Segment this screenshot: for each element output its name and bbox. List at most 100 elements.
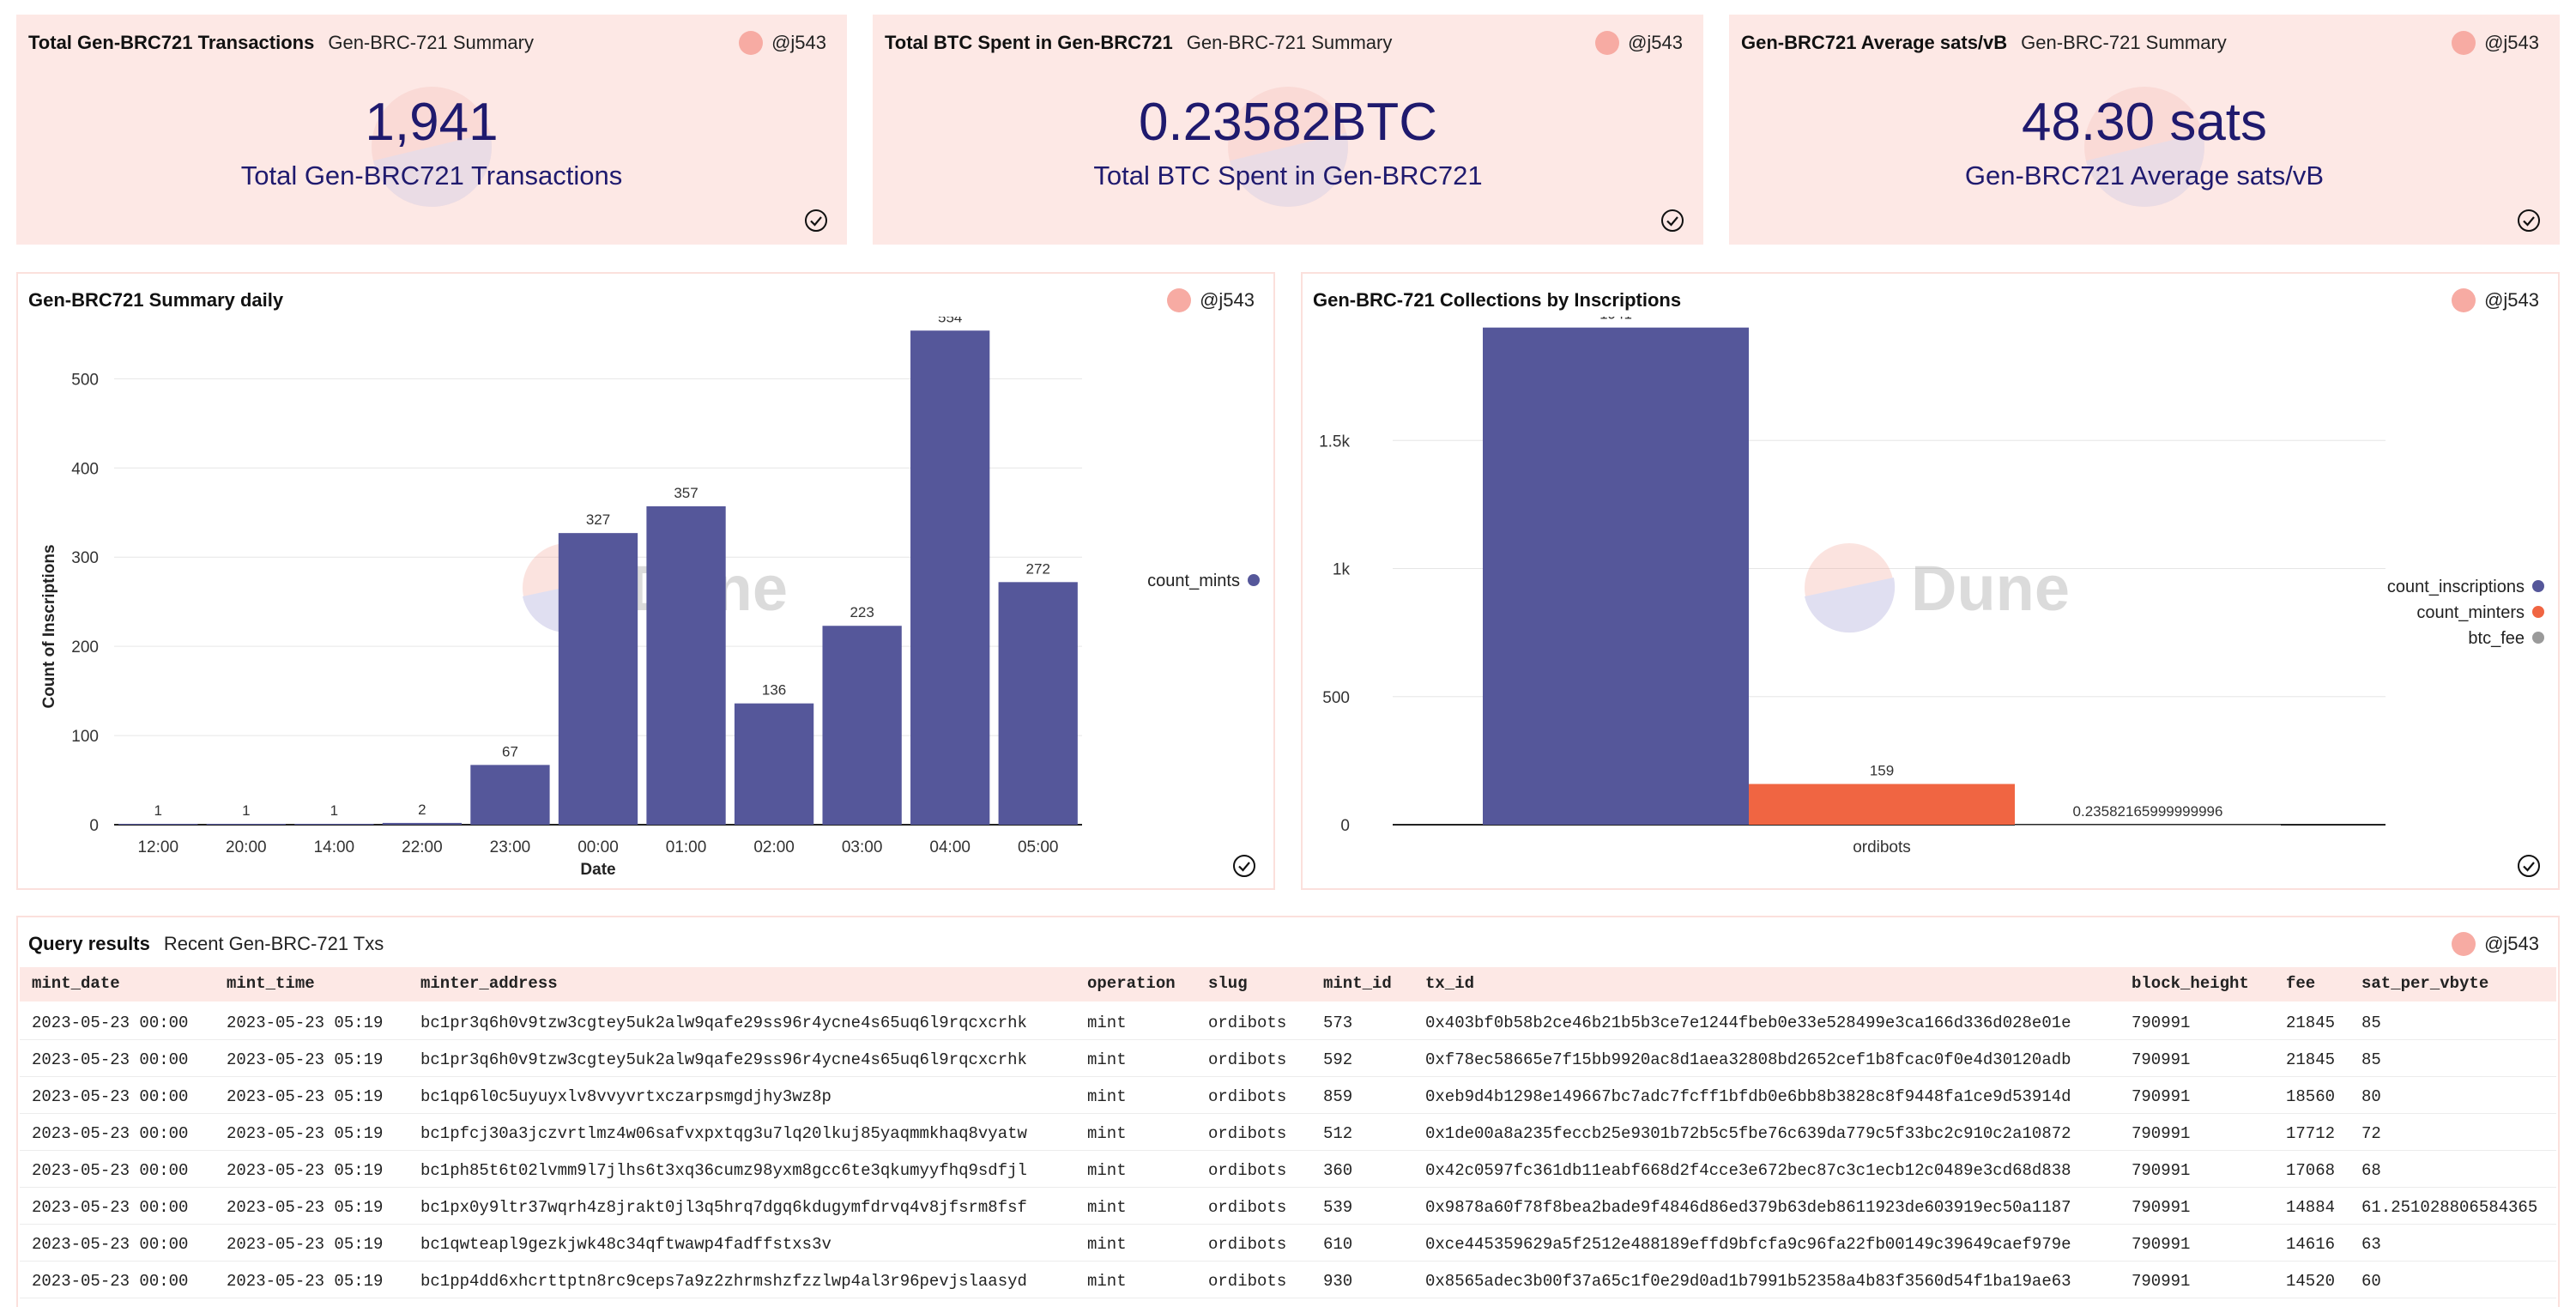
cell-sat-per-vbyte: 80 (2361, 1087, 2381, 1106)
column-header-fee[interactable]: fee (2286, 974, 2316, 993)
card-header: Total BTC Spent in Gen-BRC721 Gen-BRC-72… (885, 28, 1691, 57)
y-tick-label: 500 (1322, 689, 1350, 707)
author-link[interactable]: @j543 (1595, 28, 1683, 57)
card-subtitle[interactable]: Gen-BRC-721 Summary (328, 32, 534, 53)
column-header-operation[interactable]: operation (1087, 974, 1176, 993)
chart-title[interactable]: Gen-BRC721 Summary daily (28, 289, 284, 311)
cell-minter-address: bc1qp6l0c5uyuyxlv8vvyvrtxczarpsmgdjhy3wz… (420, 1087, 831, 1106)
data-label: 272 (1026, 560, 1050, 577)
table-body[interactable]: 2023-05-23 00:00 2023-05-23 05:19 bc1pr3q6… (20, 1001, 2556, 1305)
dune-logo-icon (1805, 543, 1894, 632)
table-row[interactable]: 2023-05-23 00:00 2023-05-23 05:19 bc1pr3q6… (20, 1040, 2556, 1077)
table-row[interactable]: 2023-05-23 00:00 2023-05-23 05:19 bc1qp6l0… (20, 1077, 2556, 1114)
x-tick-label: 05:00 (1018, 838, 1059, 856)
cell-mint-id: 360 (1323, 1161, 1353, 1180)
watermark-text: Dune (1911, 553, 2070, 624)
bar (294, 823, 374, 825)
author-name: @j543 (1628, 32, 1683, 53)
x-tick-label: 12:00 (137, 838, 178, 856)
y-tick-label: 1k (1333, 561, 1351, 579)
data-label: 1 (154, 802, 162, 819)
data-label: 554 (938, 317, 962, 325)
data-label: 67 (502, 743, 518, 759)
x-tick-label: ordibots (1853, 838, 1911, 856)
cell-mint-id: 610 (1323, 1235, 1353, 1254)
table-title[interactable]: Query results (28, 933, 150, 954)
cell-mint-id: 539 (1323, 1198, 1353, 1217)
x-tick-label: 00:00 (577, 838, 619, 856)
table-row[interactable]: 2023-05-23 00:00 2023-05-23 05:19 bc1pfcj3… (20, 1114, 2556, 1151)
bar-chart-daily: 0100200300400500Dune112:00120:00114:0022… (40, 317, 1260, 874)
data-label: 1941 (1599, 317, 1632, 323)
table-row[interactable]: 2023-05-23 00:00 2023-05-23 05:19 bc1pr3q6… (20, 1003, 2556, 1040)
cell-block-height: 790991 (2132, 1014, 2191, 1032)
cell-mint-id: 512 (1323, 1124, 1353, 1143)
y-tick-label: 200 (71, 638, 99, 657)
bar-chart-collections: 0 500 1k 1.5k Dune 1941 159 0.23582165999999996… (1319, 317, 2544, 856)
author-name: @j543 (1200, 289, 1255, 311)
column-header-slug[interactable]: slug (1208, 974, 1248, 993)
table-subtitle[interactable]: Recent Gen-BRC-721 Txs (163, 933, 384, 954)
legend-label: btc_fee (2468, 629, 2525, 648)
column-header-sat-per-vbyte[interactable]: sat_per_vbyte (2361, 974, 2489, 993)
chart-card-collections: Gen-BRC-721 Collections by Inscriptions … (1301, 272, 2560, 890)
card-header: Gen-BRC721 Average sats/vB Gen-BRC-721 S… (1741, 28, 2548, 57)
cell-slug: ordibots (1208, 1161, 1287, 1180)
counter-value: 1,941 (365, 93, 499, 152)
bar (2015, 824, 2281, 826)
card-title[interactable]: Gen-BRC721 Average sats/vB (1741, 32, 2008, 53)
column-header-mint-time[interactable]: mint_time (227, 974, 315, 993)
counter-label: Gen-BRC721 Average sats/vB (1964, 160, 2325, 191)
table-row[interactable]: 2023-05-23 00:00 2023-05-23 05:19 bc1px0y9… (20, 1188, 2556, 1225)
cell-sat-per-vbyte: 60 (2361, 1272, 2381, 1291)
column-header-minter-address[interactable]: minter_address (420, 974, 558, 993)
card-title[interactable]: Total Gen-BRC721 Transactions (28, 32, 315, 53)
avatar (1167, 288, 1192, 312)
cell-sat-per-vbyte: 63 (2361, 1235, 2381, 1254)
card-title[interactable]: Total BTC Spent in Gen-BRC721 (885, 32, 1173, 53)
card-subtitle[interactable]: Gen-BRC-721 Summary (2021, 32, 2227, 53)
column-header-tx-id[interactable]: tx_id (1425, 974, 1475, 993)
cell-tx-id: 0xeb9d4b1298e149667bc7adc7fcff1bfdb0e6bb… (1425, 1087, 2071, 1106)
avatar (1595, 31, 1620, 55)
table-row[interactable]: 2023-05-23 00:00 2023-05-23 05:19 bc1pp4dd… (20, 1262, 2556, 1298)
column-header-block-height[interactable]: block_height (2132, 974, 2249, 993)
data-label: 0.23582165999999996 (2073, 803, 2223, 820)
check-circle-icon[interactable] (2517, 209, 2541, 233)
counter-card-transactions: Total Gen-BRC721 Transactions Gen-BRC-72… (16, 15, 847, 245)
cell-block-height: 790991 (2132, 1050, 2191, 1069)
y-tick-label: 0 (89, 817, 99, 835)
cell-mint-time: 2023-05-23 05:19 (227, 1124, 384, 1143)
card-subtitle[interactable]: Gen-BRC-721 Summary (1186, 32, 1393, 53)
chart-title[interactable]: Gen-BRC-721 Collections by Inscriptions (1313, 289, 1682, 311)
check-circle-icon[interactable] (1660, 209, 1684, 233)
bar (822, 626, 902, 825)
query-results-card: Query results Recent Gen-BRC-721 Txs @j5… (16, 916, 2560, 1307)
table-row[interactable]: 2023-05-23 00:00 2023-05-23 05:19 bc1ph85t… (20, 1151, 2556, 1188)
check-circle-icon[interactable] (804, 209, 828, 233)
check-circle-icon[interactable] (1232, 854, 1256, 878)
author-link[interactable]: @j543 (1167, 286, 1255, 315)
data-label: 1 (330, 802, 338, 819)
cell-sat-per-vbyte: 85 (2361, 1050, 2381, 1069)
author-link[interactable]: @j543 (2452, 929, 2539, 959)
table-header-row: mint_date mint_time minter_address operatio… (20, 967, 2556, 1001)
bar (646, 505, 726, 825)
cell-tx-id: 0x1de00a8a235feccb25e9301b72b5c5fbe76c63… (1425, 1124, 2071, 1143)
author-link[interactable]: @j543 (739, 28, 826, 57)
check-circle-icon[interactable] (2517, 854, 2541, 878)
column-header-mint-date[interactable]: mint_date (32, 974, 120, 993)
cell-minter-address: bc1pr3q6h0v9tzw3cgtey5uk2alw9qafe29ss96r… (420, 1050, 1027, 1069)
y-tick-label: 1.5k (1319, 433, 1350, 451)
cell-block-height: 790991 (2132, 1161, 2191, 1180)
cell-operation: mint (1087, 1161, 1127, 1180)
author-link[interactable]: @j543 (2452, 28, 2539, 57)
data-label: 2 (418, 802, 426, 818)
y-tick-label: 300 (71, 549, 99, 567)
column-header-mint-id[interactable]: mint_id (1323, 974, 1392, 993)
table-row[interactable]: 2023-05-23 00:00 2023-05-23 05:19 bc1qwtea… (20, 1225, 2556, 1262)
cell-fee: 14884 (2286, 1198, 2336, 1217)
author-link[interactable]: @j543 (2452, 286, 2539, 315)
cell-slug: ordibots (1208, 1124, 1287, 1143)
x-tick-label: 03:00 (842, 838, 883, 856)
